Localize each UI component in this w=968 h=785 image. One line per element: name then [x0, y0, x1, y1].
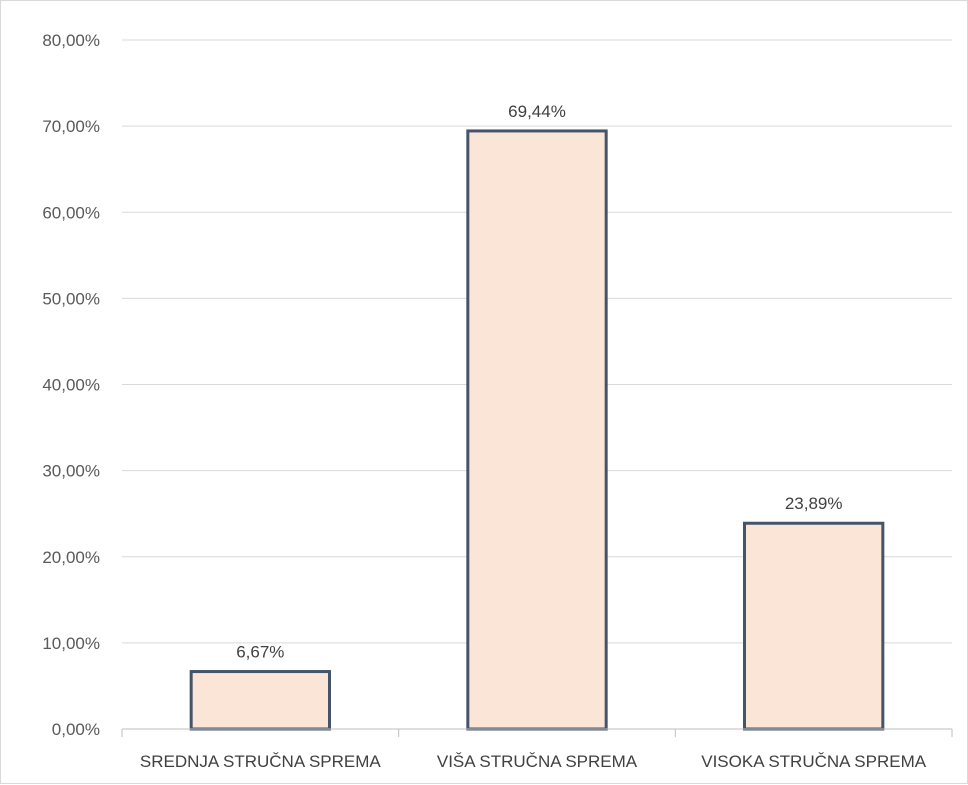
y-tick-label: 30,00% — [42, 462, 100, 481]
bar — [743, 521, 885, 731]
y-tick-label: 70,00% — [42, 117, 100, 136]
y-tick-label: 0,00% — [52, 720, 100, 739]
y-tick-label: 80,00% — [42, 31, 100, 50]
x-category-label: VISOKA STRUČNA SPREMA — [701, 752, 926, 771]
x-category-label: SREDNJA STRUČNA SPREMA — [140, 752, 382, 771]
y-tick-label: 60,00% — [42, 203, 100, 222]
bar — [189, 670, 331, 731]
bar — [466, 129, 608, 731]
y-axis-tick-labels: 0,00% 10,00% 20,00% 30,00% 40,00% 50,00% 60,00… — [42, 31, 100, 739]
y-tick-label: 40,00% — [42, 376, 100, 395]
x-axis — [121, 728, 953, 737]
data-label: 69,44% — [508, 102, 566, 121]
y-tick-label: 20,00% — [42, 548, 100, 567]
y-tick-label: 10,00% — [42, 634, 100, 653]
data-label: 6,67% — [236, 643, 284, 662]
x-axis-category-labels: SREDNJA STRUČNA SPREMA VIŠA STRUČNA SPREM… — [140, 752, 927, 771]
data-label: 23,89% — [785, 494, 843, 513]
bars — [189, 129, 885, 731]
x-category-label: VIŠA STRUČNA SPREMA — [437, 752, 638, 771]
y-tick-label: 50,00% — [42, 289, 100, 308]
data-labels: 6,67% 69,44% 23,89% — [236, 102, 842, 662]
